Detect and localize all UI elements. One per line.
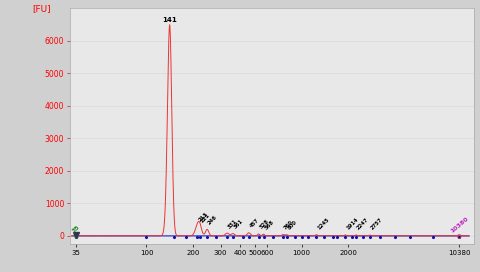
Point (182, 234, 190, 239)
Point (291, 234, 299, 239)
Point (304, 234, 312, 239)
Point (360, 234, 367, 239)
Point (429, 234, 437, 239)
Point (170, 234, 178, 239)
Text: 246: 246 (207, 214, 218, 225)
Text: 568: 568 (264, 219, 275, 230)
Text: 1245: 1245 (316, 217, 330, 231)
Point (391, 234, 399, 239)
Point (255, 234, 263, 239)
Point (352, 234, 360, 239)
Point (342, 234, 349, 239)
Point (193, 234, 201, 239)
Point (456, 234, 463, 239)
Text: 800: 800 (287, 220, 298, 231)
Point (329, 234, 337, 239)
Point (196, 234, 204, 239)
Text: 2247: 2247 (356, 217, 370, 231)
Text: 361: 361 (233, 218, 244, 230)
Point (72, 234, 80, 239)
Point (245, 234, 252, 239)
Point (269, 234, 276, 239)
Point (279, 234, 287, 239)
Point (366, 234, 374, 239)
Text: 141: 141 (162, 17, 177, 23)
Text: 331: 331 (227, 218, 239, 229)
Text: 10380: 10380 (449, 216, 469, 234)
Point (283, 234, 290, 239)
Point (321, 234, 328, 239)
Text: 35: 35 (71, 224, 81, 233)
Text: 528: 528 (259, 219, 270, 230)
Point (406, 234, 414, 239)
Point (204, 234, 211, 239)
Text: 457: 457 (249, 218, 260, 229)
Y-axis label: [FU]: [FU] (32, 4, 51, 13)
Text: 760: 760 (283, 219, 294, 231)
Text: 2757: 2757 (370, 217, 384, 231)
Point (240, 234, 247, 239)
Point (72, 234, 80, 239)
Point (143, 234, 150, 239)
Point (456, 234, 463, 239)
Point (223, 234, 231, 239)
Point (298, 234, 305, 239)
Point (229, 234, 237, 239)
Point (334, 234, 341, 239)
Point (260, 234, 267, 239)
Point (212, 234, 220, 239)
Point (312, 234, 320, 239)
Point (376, 234, 384, 239)
Text: 1914: 1914 (346, 217, 360, 231)
Point (348, 234, 356, 239)
Text: 213: 213 (197, 211, 209, 222)
Text: 221: 221 (200, 212, 211, 224)
